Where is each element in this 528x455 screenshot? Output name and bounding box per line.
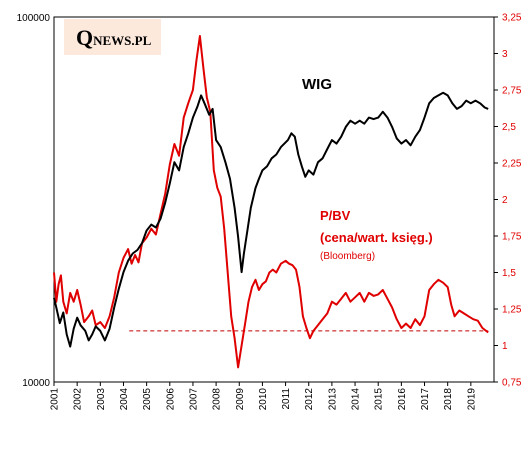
y-right-ticks: 0,75 1 1,25 1,5 1,75 2 2,25 2,5 2,75 3 3,25 <box>494 13 522 389</box>
x-tick-label: 2018 <box>443 388 454 411</box>
series-label-pbv: P/BV <box>320 208 351 223</box>
y-right-tick-label: 3 <box>502 49 508 60</box>
x-tick-label: 2014 <box>351 388 362 411</box>
x-tick-label: 2017 <box>420 388 431 411</box>
series-label-pbv-line2: (cena/wart. księg.) <box>320 230 433 245</box>
x-tick-label: 2013 <box>327 388 338 411</box>
x-tick-label: 2002 <box>73 388 84 411</box>
x-tick-label: 2016 <box>397 388 408 411</box>
y-left-tick-bottom: 10000 <box>22 378 50 389</box>
logo-rest: NEWS.PL <box>93 33 151 48</box>
x-tick-label: 2001 <box>50 388 61 411</box>
y-right-tick-label: 2 <box>502 195 508 206</box>
x-tick-label: 2019 <box>466 388 477 411</box>
series-line-wig <box>53 91 489 348</box>
x-ticks: 2001 2002 2003 2004 2005 2006 2007 2008 2009 2010… <box>50 382 477 411</box>
x-tick-label: 2003 <box>96 388 107 411</box>
y-left-tick-top: 100000 <box>17 13 51 24</box>
y-right-tick-label: 1,5 <box>502 268 516 279</box>
y-right-tick-label: 2,25 <box>502 159 522 170</box>
logo-box <box>64 19 161 55</box>
y-right-tick-label: 0,75 <box>502 378 522 389</box>
logo: QNEWS.PL <box>76 25 152 50</box>
y-right-tick-label: 1,75 <box>502 232 522 243</box>
y-right-tick-label: 1,25 <box>502 305 522 316</box>
x-tick-label: 2015 <box>374 388 385 411</box>
y-right-tick-label: 2,5 <box>502 122 516 133</box>
x-tick-label: 2011 <box>281 388 292 410</box>
x-tick-label: 2004 <box>119 388 130 411</box>
x-tick-label: 2010 <box>258 388 269 411</box>
plot-frame <box>53 16 495 383</box>
series-source-pbv: (Bloomberg) <box>320 251 375 262</box>
series-line-pbv <box>53 35 489 369</box>
logo-q: Q <box>76 25 93 50</box>
x-tick-label: 2007 <box>188 388 199 411</box>
x-tick-label: 2012 <box>304 388 315 411</box>
x-tick-label: 2009 <box>235 388 246 411</box>
x-tick-label: 2008 <box>212 388 223 411</box>
y-right-tick-label: 3,25 <box>502 13 522 24</box>
y-right-tick-label: 1 <box>502 341 508 352</box>
x-tick-label: 2005 <box>142 388 153 411</box>
y-right-tick-label: 2,75 <box>502 86 522 97</box>
x-tick-label: 2006 <box>165 388 176 411</box>
series-label-wig: WIG <box>302 76 332 93</box>
